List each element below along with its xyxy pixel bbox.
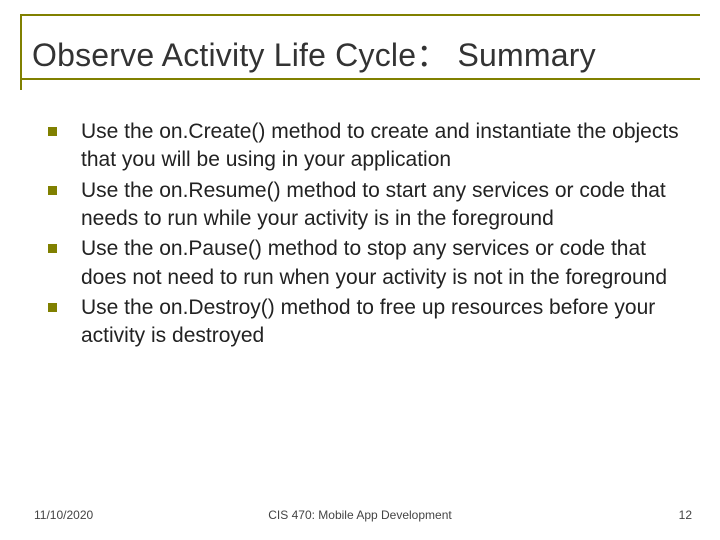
square-bullet-icon xyxy=(48,127,57,136)
list-item: Use the on.Destroy() method to free up r… xyxy=(48,294,688,351)
footer-date: 11/10/2020 xyxy=(34,508,93,522)
bullet-list: Use the on.Create() method to create and… xyxy=(48,118,688,353)
list-item: Use the on.Pause() method to stop any se… xyxy=(48,235,688,292)
list-item-text: Use the on.Destroy() method to free up r… xyxy=(81,294,688,351)
footer-page-number: 12 xyxy=(679,508,692,522)
list-item: Use the on.Create() method to create and… xyxy=(48,118,688,175)
list-item-text: Use the on.Create() method to create and… xyxy=(81,118,688,175)
title-left-tick xyxy=(20,78,22,88)
slide-footer: 11/10/2020 CIS 470: Mobile App Developme… xyxy=(0,508,720,522)
title-underline xyxy=(22,78,700,80)
square-bullet-icon xyxy=(48,303,57,312)
footer-course: CIS 470: Mobile App Development xyxy=(0,508,720,522)
slide-title: Observe Activity Life Cycle： Summary xyxy=(32,30,700,76)
list-item-text: Use the on.Resume() method to start any … xyxy=(81,177,688,234)
square-bullet-icon xyxy=(48,244,57,253)
list-item: Use the on.Resume() method to start any … xyxy=(48,177,688,234)
list-item-text: Use the on.Pause() method to stop any se… xyxy=(81,235,688,292)
square-bullet-icon xyxy=(48,186,57,195)
